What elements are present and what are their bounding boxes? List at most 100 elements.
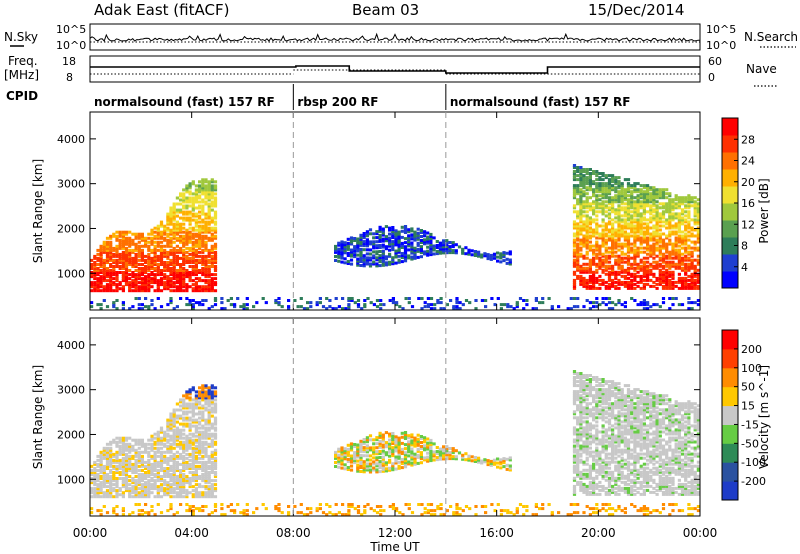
range-cell xyxy=(182,250,186,254)
range-cell xyxy=(585,228,589,232)
range-cell xyxy=(617,200,621,204)
range-cell xyxy=(147,258,151,262)
range-cell xyxy=(534,297,538,300)
range-cell xyxy=(642,240,646,244)
range-cell xyxy=(690,301,694,305)
range-cell xyxy=(169,464,173,468)
range-cell xyxy=(658,232,662,236)
range-cell xyxy=(166,214,170,218)
range-cell xyxy=(185,218,189,222)
range-cell xyxy=(633,190,637,194)
range-cell xyxy=(334,244,338,248)
range-cell xyxy=(607,260,612,264)
range-cell xyxy=(582,460,586,464)
range-cell xyxy=(585,256,589,260)
range-cell xyxy=(582,430,586,434)
range-cell xyxy=(172,477,176,480)
range-cell xyxy=(585,488,589,492)
range-cell xyxy=(191,206,195,210)
range-cell xyxy=(572,464,577,468)
range-cell xyxy=(172,408,176,412)
range-cell xyxy=(201,477,205,480)
range-cell xyxy=(429,232,433,236)
range-cell xyxy=(213,244,218,248)
range-cell xyxy=(188,396,192,400)
range-cell xyxy=(343,241,347,245)
nsearch-label: N.Search xyxy=(744,30,798,44)
range-cell xyxy=(611,252,615,256)
range-cell xyxy=(671,284,675,288)
range-cell xyxy=(194,394,198,398)
range-cell xyxy=(172,436,176,440)
range-cell xyxy=(690,204,694,208)
range-cell xyxy=(182,218,186,222)
range-cell xyxy=(169,458,173,462)
range-cell xyxy=(124,477,129,480)
range-cell xyxy=(90,469,94,472)
range-cell xyxy=(601,200,605,204)
range-cell xyxy=(124,458,129,462)
range-cell xyxy=(188,196,192,200)
range-cell xyxy=(159,234,164,238)
range-cell xyxy=(118,258,122,262)
range-cell xyxy=(115,479,119,483)
range-cell xyxy=(649,305,653,309)
range-cell xyxy=(198,271,202,274)
range-cell xyxy=(400,241,404,245)
range-cell xyxy=(163,442,167,446)
range-cell xyxy=(601,416,605,420)
range-cell xyxy=(588,446,592,450)
range-cell xyxy=(617,248,621,252)
range-cell xyxy=(579,388,583,392)
range-cell xyxy=(429,247,433,250)
range-cell xyxy=(121,240,125,244)
range-cell xyxy=(204,234,208,238)
range-cell xyxy=(105,269,110,272)
range-cell xyxy=(655,226,659,230)
range-cell xyxy=(665,264,669,268)
range-cell xyxy=(169,277,173,281)
range-cell xyxy=(633,240,637,244)
range-cell xyxy=(105,485,110,489)
range-cell xyxy=(592,378,596,381)
range-cell xyxy=(598,206,602,210)
range-cell xyxy=(671,297,675,300)
range-cell xyxy=(105,279,110,283)
range-cell xyxy=(346,245,350,249)
range-cell xyxy=(115,467,119,470)
range-cell xyxy=(194,489,198,493)
range-cell xyxy=(693,200,697,204)
range-cell xyxy=(349,238,354,242)
range-cell xyxy=(646,238,650,242)
range-cell xyxy=(607,444,612,448)
range-cell xyxy=(579,374,583,377)
range-cell xyxy=(655,230,659,234)
range-cell xyxy=(601,252,605,256)
range-cell xyxy=(147,446,151,450)
range-cell xyxy=(172,446,176,450)
range-cell xyxy=(156,485,160,489)
range-cell xyxy=(169,436,173,440)
range-cell xyxy=(147,236,151,240)
range-cell xyxy=(105,254,110,258)
range-cell xyxy=(655,240,659,244)
range-cell xyxy=(595,264,599,268)
range-cell xyxy=(137,442,141,446)
range-cell xyxy=(585,214,589,218)
range-cell xyxy=(579,268,583,272)
range-cell xyxy=(166,460,170,464)
range-cell xyxy=(585,424,589,428)
range-cell xyxy=(124,436,129,440)
range-cell xyxy=(677,258,681,262)
range-cell xyxy=(198,204,202,208)
range-cell xyxy=(109,471,113,474)
range-cell xyxy=(188,277,192,281)
range-cell xyxy=(636,266,640,270)
range-cell xyxy=(166,489,170,493)
range-cell xyxy=(588,410,592,414)
range-cell xyxy=(198,420,202,424)
range-cell xyxy=(677,240,681,244)
range-cell xyxy=(131,238,135,242)
range-cell xyxy=(131,305,135,309)
range-cell xyxy=(588,184,592,188)
